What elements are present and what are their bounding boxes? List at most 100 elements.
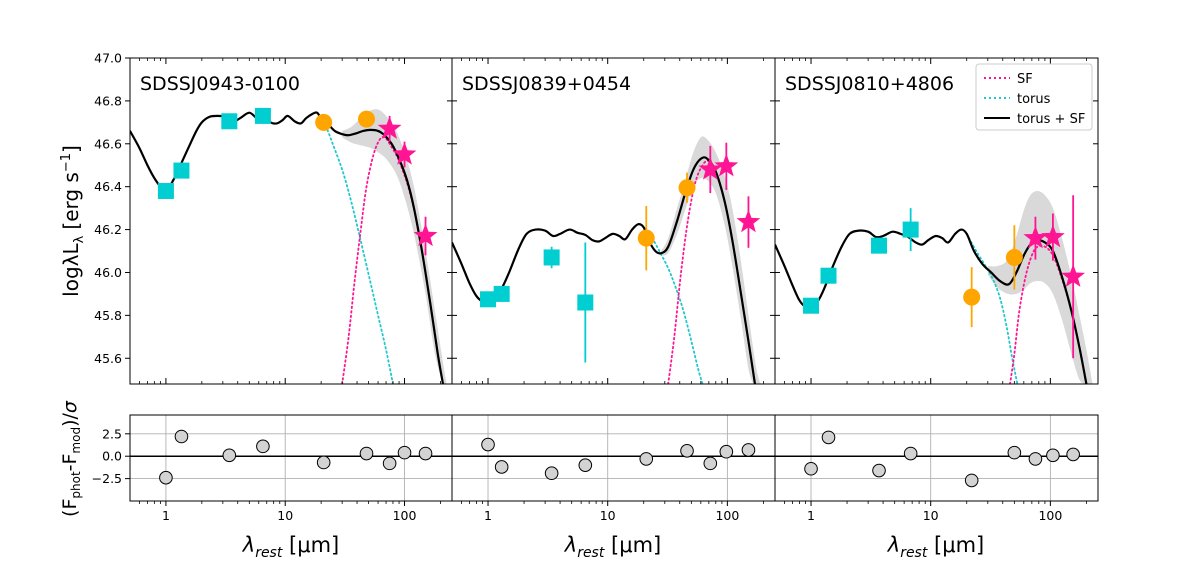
top-ylabel: logλLλ[erg s−1] bbox=[59, 145, 87, 297]
residual-plot-0 bbox=[130, 415, 452, 501]
herschel-star-point bbox=[1061, 264, 1086, 287]
panel-title-2: SDSSJ0810+4806 bbox=[785, 73, 954, 95]
uncertainty-band bbox=[661, 136, 761, 384]
sf-component-line bbox=[341, 136, 444, 384]
orange-circle-point bbox=[637, 229, 655, 247]
sed-plot-0 bbox=[130, 107, 447, 384]
herschel-star-point bbox=[1023, 225, 1048, 249]
wise-square-point bbox=[577, 294, 594, 311]
torus-component-line bbox=[320, 117, 394, 384]
residual-point bbox=[1066, 447, 1080, 462]
x-tick-label: 1 bbox=[484, 508, 492, 523]
sed-plot-1 bbox=[452, 136, 761, 384]
herschel-star-point bbox=[413, 223, 438, 247]
wise-square-point bbox=[543, 249, 560, 266]
panel-title-1: SDSSJ0839+0454 bbox=[462, 73, 631, 95]
x-tick-label: 10 bbox=[600, 508, 616, 523]
sed-frame bbox=[129, 57, 453, 385]
panel-1: 1 10 100 bbox=[451, 57, 776, 523]
torus-component-line bbox=[642, 226, 704, 384]
top-y-tick-label: 46.8 bbox=[94, 93, 122, 108]
panel-2: 1 10 100 bbox=[774, 57, 1099, 523]
residual-point bbox=[316, 455, 331, 470]
top-y-tick-label: 46.0 bbox=[94, 265, 122, 280]
residual-point bbox=[159, 470, 173, 485]
top-y-tick-label: 45.6 bbox=[94, 351, 122, 366]
wise-square-point bbox=[493, 285, 510, 302]
residual-point bbox=[578, 458, 593, 472]
x-tick-label: 10 bbox=[923, 508, 939, 523]
herschel-star-point bbox=[392, 142, 417, 165]
residual-point bbox=[544, 466, 559, 481]
wise-square-point bbox=[173, 162, 190, 179]
residual-point bbox=[222, 448, 237, 463]
xlabel-1: λrest [μm] bbox=[564, 533, 661, 561]
svg-text:λrest [μm]: λrest [μm] bbox=[887, 533, 984, 561]
residual-point bbox=[256, 439, 270, 454]
herschel-star-point bbox=[698, 157, 723, 180]
wise-square-point bbox=[157, 182, 174, 199]
wise-square-point bbox=[820, 267, 837, 284]
legend-sf-label: SF bbox=[1017, 72, 1033, 87]
residual-point bbox=[964, 473, 979, 488]
residual-frame bbox=[774, 414, 1099, 502]
residual-plot-1 bbox=[452, 415, 775, 501]
herschel-star-point bbox=[1041, 224, 1065, 248]
x-tick-label: 100 bbox=[715, 508, 739, 523]
legend-box bbox=[975, 63, 1093, 131]
bottom-ylabel: (Fphot-Fmod)/σ bbox=[59, 400, 83, 517]
legend-total-label: torus + SF bbox=[1017, 112, 1085, 127]
wise-square-point bbox=[902, 221, 919, 238]
uncertainty-band bbox=[342, 109, 447, 384]
orange-circle-point bbox=[963, 288, 981, 306]
residual-point bbox=[804, 461, 818, 476]
xlabel-0: λrest [μm] bbox=[242, 533, 339, 561]
residual-point bbox=[741, 443, 756, 457]
wise-square-point bbox=[803, 297, 820, 314]
panels-layer: 45.6 45.8 46.0 46.2 46.4 46.6 46.8 47.0 1 10 100 −2… bbox=[92, 51, 1099, 523]
residual-point bbox=[1028, 452, 1043, 466]
residual-point bbox=[481, 437, 495, 452]
svg-text:logλLλ[erg s−1]: logλLλ[erg s−1] bbox=[59, 145, 87, 297]
residual-point bbox=[903, 446, 918, 461]
residual-point bbox=[359, 446, 374, 461]
residual-point bbox=[1046, 448, 1060, 463]
x-tick-label: 10 bbox=[277, 508, 293, 523]
residual-point bbox=[872, 463, 886, 478]
top-y-tick-label: 46.4 bbox=[94, 179, 122, 194]
top-y-tick-label: 46.6 bbox=[94, 136, 122, 151]
orange-circle-point bbox=[315, 113, 333, 131]
herschel-star-point bbox=[714, 153, 739, 177]
svg-text:(Fphot-Fmod)/σ: (Fphot-Fmod)/σ bbox=[59, 400, 83, 517]
panel-title-0: SDSSJ0943-0100 bbox=[140, 73, 300, 95]
residual-y-tick-label: 0.0 bbox=[102, 449, 122, 464]
svg-text:λrest [μm]: λrest [μm] bbox=[564, 533, 661, 561]
residual-point bbox=[382, 456, 397, 471]
orange-circle-point bbox=[357, 110, 375, 128]
residual-point bbox=[174, 429, 189, 444]
xlabel-2: λrest [μm] bbox=[887, 533, 984, 561]
residual-y-tick-label: 2.5 bbox=[102, 426, 122, 441]
residual-y-tick-label: −2.5 bbox=[92, 471, 122, 486]
svg-text:λrest [μm]: λrest [μm] bbox=[242, 533, 339, 561]
orange-circle-point bbox=[678, 179, 696, 197]
herschel-star-point bbox=[736, 209, 761, 233]
wise-square-point bbox=[871, 237, 888, 254]
torus-component-line bbox=[965, 232, 1019, 384]
panel-0: 45.6 45.8 46.0 46.2 46.4 46.6 46.8 47.0 1 10 100 −2… bbox=[92, 51, 453, 523]
residual-point bbox=[821, 430, 836, 445]
top-y-tick-label: 45.8 bbox=[94, 308, 122, 323]
x-tick-label: 1 bbox=[162, 508, 170, 523]
orange-circle-point bbox=[1005, 248, 1023, 266]
residual-point bbox=[703, 456, 718, 471]
herschel-star-point bbox=[377, 116, 402, 139]
x-tick-label: 1 bbox=[807, 508, 815, 523]
residual-point bbox=[639, 452, 654, 466]
x-tick-label: 100 bbox=[1038, 508, 1062, 523]
sed-plot-2 bbox=[775, 190, 1093, 384]
residual-point bbox=[397, 445, 412, 460]
top-y-tick-label: 47.0 bbox=[94, 51, 122, 66]
residual-point bbox=[494, 460, 509, 474]
residual-point bbox=[418, 446, 433, 461]
